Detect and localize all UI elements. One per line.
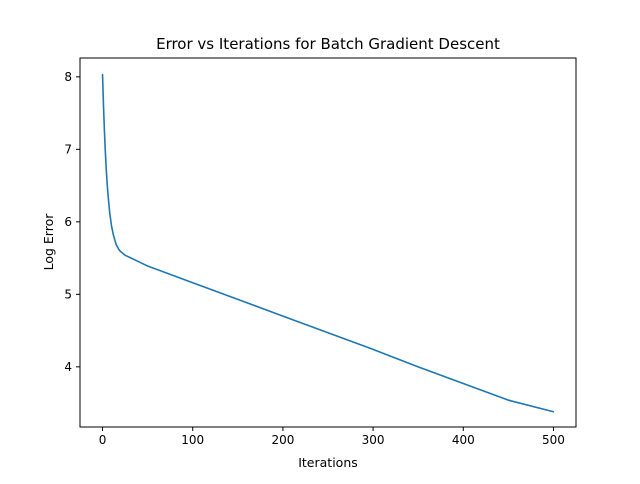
chart-title: Error vs Iterations for Batch Gradient D… bbox=[156, 35, 500, 53]
x-tick-label: 100 bbox=[181, 433, 204, 447]
y-axis-ticks: 4 5 6 7 8 bbox=[64, 70, 80, 374]
x-tick-label: 500 bbox=[542, 433, 565, 447]
y-tick-label: 6 bbox=[64, 215, 72, 229]
plot-area: 0 100 200 300 400 500 4 5 6 7 8 bbox=[64, 57, 577, 447]
y-tick-label: 4 bbox=[64, 360, 72, 374]
y-tick-label: 5 bbox=[64, 287, 72, 301]
y-axis-label: Log Error bbox=[41, 213, 56, 271]
y-tick-label: 8 bbox=[64, 70, 72, 84]
x-axis-ticks: 0 100 200 300 400 500 bbox=[99, 427, 565, 447]
x-tick-label: 300 bbox=[362, 433, 385, 447]
x-tick-label: 0 bbox=[99, 433, 107, 447]
x-tick-label: 400 bbox=[452, 433, 475, 447]
x-axis-label: Iterations bbox=[298, 455, 358, 470]
x-tick-label: 200 bbox=[271, 433, 294, 447]
axes-frame bbox=[79, 57, 577, 428]
series-line-0 bbox=[101, 73, 555, 413]
series-lines bbox=[101, 73, 555, 413]
y-tick-label: 7 bbox=[64, 142, 72, 156]
